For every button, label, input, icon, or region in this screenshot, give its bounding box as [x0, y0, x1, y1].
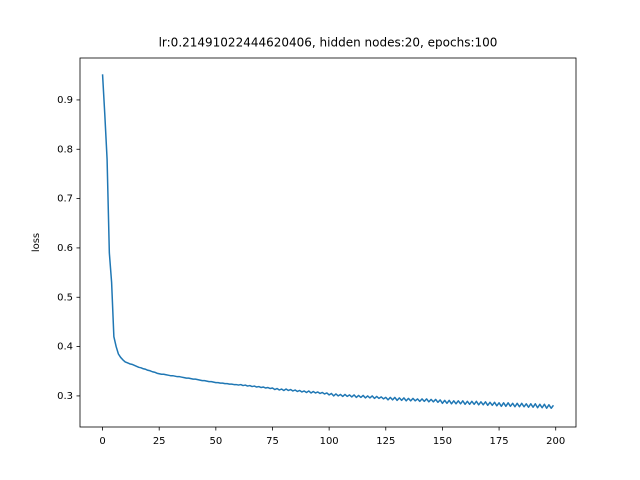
y-axis-label: loss	[31, 233, 42, 252]
x-tick-label: 0	[99, 436, 105, 447]
x-tick-label: 75	[266, 436, 279, 447]
y-tick-label: 0.5	[57, 292, 73, 303]
y-tick-label: 0.9	[57, 95, 73, 106]
y-tick-label: 0.4	[57, 342, 73, 353]
chart-title: lr:0.21491022444620406, hidden nodes:20,…	[159, 36, 498, 50]
axes-frame	[79, 57, 577, 428]
y-tick-label: 0.8	[57, 144, 73, 155]
loss-line	[101, 74, 555, 409]
x-tick-label: 150	[433, 436, 452, 447]
y-tick-label: 0.7	[57, 194, 73, 205]
x-tick-label: 50	[209, 436, 222, 447]
y-tick-label: 0.6	[57, 243, 73, 254]
x-tick-label: 200	[546, 436, 565, 447]
x-tick-label: 175	[490, 436, 509, 447]
plot-area	[101, 74, 555, 409]
x-tick-label: 100	[320, 436, 339, 447]
x-tick-label: 25	[153, 436, 166, 447]
y-tick-label: 0.3	[57, 391, 73, 402]
x-tick-label: 125	[376, 436, 395, 447]
